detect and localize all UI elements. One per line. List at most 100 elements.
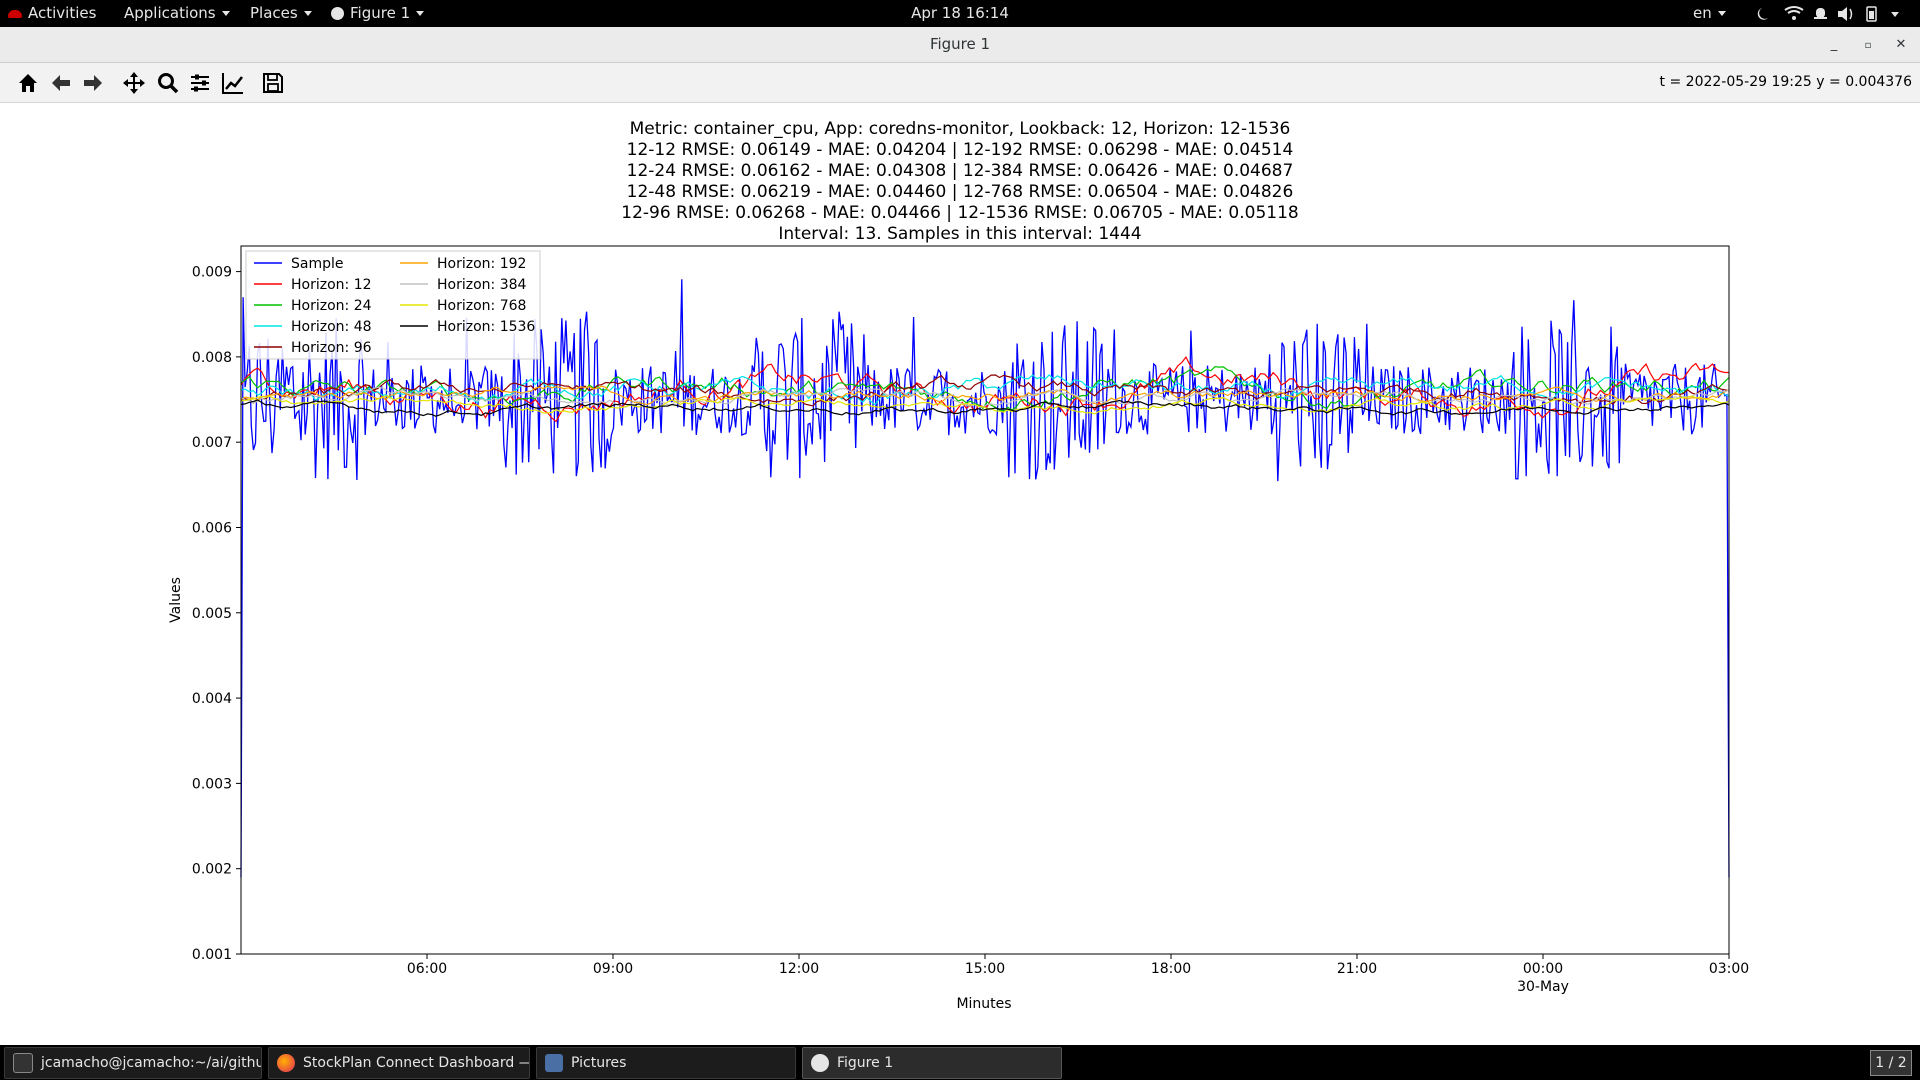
chart-title-line: 12-96 RMSE: 0.06268 - MAE: 0.04466 | 12-… bbox=[621, 203, 1299, 223]
minimize-button[interactable]: _ bbox=[1824, 35, 1844, 55]
y-tick-label: 0.006 bbox=[192, 520, 232, 536]
maximize-button[interactable]: ▫ bbox=[1858, 35, 1878, 55]
maximize-icon: ▫ bbox=[1864, 40, 1872, 51]
configure-subplots-icon bbox=[191, 74, 209, 92]
firefox-icon bbox=[277, 1054, 295, 1072]
x-axis: 06:00 09:00 12:00 15:00 18:00 21:00 00:00 30-Ma… bbox=[407, 954, 1749, 995]
applications-menu[interactable]: Applications bbox=[124, 0, 230, 27]
zoom-icon bbox=[158, 73, 179, 94]
series-line bbox=[240, 386, 1730, 408]
legend-label: Horizon: 192 bbox=[437, 256, 526, 272]
y-tick-label: 0.003 bbox=[192, 776, 232, 792]
x-tick-label: 21:00 bbox=[1337, 961, 1377, 977]
y-tick-label: 0.005 bbox=[192, 606, 232, 622]
y-tick-label: 0.008 bbox=[192, 350, 232, 366]
legend-label: Horizon: 96 bbox=[291, 340, 372, 356]
language-menu[interactable]: en bbox=[1693, 0, 1726, 27]
system-status-menu[interactable] bbox=[1752, 0, 1920, 27]
zoom-button[interactable] bbox=[154, 69, 182, 97]
close-icon: ✕ bbox=[1895, 37, 1907, 52]
home-button[interactable] bbox=[14, 69, 42, 97]
task-label: Pictures bbox=[571, 1055, 627, 1071]
x-tick-label: 03:00 bbox=[1709, 961, 1749, 977]
y-tick-label: 0.002 bbox=[192, 862, 232, 878]
chevron-down-icon bbox=[303, 11, 312, 16]
volume-icon bbox=[1838, 7, 1853, 21]
places-label: Places bbox=[250, 4, 298, 22]
night-light-icon bbox=[1757, 8, 1768, 20]
y-tick-label: 0.004 bbox=[192, 691, 232, 707]
app-menu[interactable]: Figure 1 bbox=[331, 0, 425, 27]
task-firefox[interactable]: StockPlan Connect Dashboard — ... bbox=[268, 1047, 530, 1079]
back-icon bbox=[52, 75, 70, 91]
legend: Sample Horizon: 12 Horizon: 24 Horizon: 48 H… bbox=[245, 250, 541, 360]
legend-label: Horizon: 48 bbox=[291, 319, 372, 335]
y-tick-label: 0.007 bbox=[192, 435, 232, 451]
series-line bbox=[240, 399, 1730, 417]
x-tick-label: 00:00 bbox=[1523, 961, 1563, 977]
y-axis: 0.001 0.002 0.003 0.004 0.005 0.006 0.007 0.008… bbox=[192, 265, 241, 963]
save-button[interactable] bbox=[259, 69, 287, 97]
chart-title-line: Metric: container_cpu, App: coredns-moni… bbox=[629, 119, 1291, 139]
language-label: en bbox=[1693, 4, 1712, 22]
applications-label: Applications bbox=[124, 4, 216, 22]
x-tick-label: 09:00 bbox=[593, 961, 633, 977]
task-label: jcamacho@jcamacho:~/ai/github/... bbox=[41, 1055, 262, 1071]
figure-icon bbox=[811, 1054, 829, 1072]
y-tick-label: 0.001 bbox=[192, 947, 232, 963]
clock: Apr 18 16:14 bbox=[0, 0, 1920, 27]
matplotlib-toolbar: t = 2022-05-29 19:25 y = 0.004376 bbox=[0, 63, 1920, 103]
series-line bbox=[240, 355, 1729, 423]
forward-icon bbox=[84, 75, 102, 91]
legend-box bbox=[245, 250, 541, 360]
pan-button[interactable] bbox=[120, 69, 148, 97]
task-figure[interactable]: Figure 1 bbox=[802, 1047, 1062, 1079]
places-menu[interactable]: Places bbox=[250, 0, 312, 27]
series-line bbox=[240, 279, 1730, 878]
legend-label: Horizon: 384 bbox=[437, 277, 527, 293]
legend-label: Horizon: 24 bbox=[291, 298, 372, 314]
figure-app-icon bbox=[331, 7, 344, 20]
clock-label[interactable]: Apr 18 16:14 bbox=[911, 4, 1009, 22]
y-axis-label: Values bbox=[168, 577, 184, 623]
legend-label: Horizon: 768 bbox=[437, 298, 526, 314]
task-label: StockPlan Connect Dashboard — ... bbox=[303, 1055, 530, 1071]
y-tick-label: 0.009 bbox=[192, 265, 232, 281]
chevron-down-icon bbox=[1717, 11, 1726, 16]
figure-canvas[interactable]: Metric: container_cpu, App: coredns-moni… bbox=[0, 103, 1920, 1045]
legend-label: Sample bbox=[291, 256, 344, 272]
activities-button[interactable]: Activities bbox=[8, 0, 96, 27]
battery-icon bbox=[1866, 6, 1877, 22]
save-icon bbox=[263, 73, 283, 93]
workspace-pager[interactable]: 1 / 2 bbox=[1870, 1050, 1912, 1076]
x-tick-sublabel: 30-May bbox=[1517, 979, 1569, 995]
chevron-down-icon bbox=[1891, 12, 1899, 17]
activities-label: Activities bbox=[28, 4, 97, 22]
back-button[interactable] bbox=[47, 69, 75, 97]
forward-button[interactable] bbox=[79, 69, 107, 97]
status-icons bbox=[1757, 6, 1899, 22]
window-title: Figure 1 bbox=[929, 35, 991, 53]
edit-axis-icon bbox=[222, 73, 243, 94]
task-terminal[interactable]: jcamacho@jcamacho:~/ai/github/... bbox=[4, 1047, 262, 1079]
x-axis-label: Minutes bbox=[956, 996, 1011, 1012]
series-line bbox=[240, 395, 1730, 415]
wifi-icon bbox=[1784, 6, 1804, 20]
series-layer bbox=[240, 279, 1730, 878]
configure-subplots-button[interactable] bbox=[186, 69, 214, 97]
chart-title-line: 12-12 RMSE: 0.06149 - MAE: 0.04204 | 12-… bbox=[626, 140, 1294, 160]
chart-title-line: 12-24 RMSE: 0.06162 - MAE: 0.04308 | 12-… bbox=[626, 161, 1294, 181]
legend-label: Horizon: 12 bbox=[291, 277, 372, 293]
edit-axis-button[interactable] bbox=[219, 69, 247, 97]
close-button[interactable]: ✕ bbox=[1891, 35, 1911, 55]
home-icon bbox=[19, 74, 37, 92]
chevron-down-icon bbox=[221, 11, 230, 16]
chevron-down-icon bbox=[416, 11, 425, 16]
task-pictures[interactable]: Pictures bbox=[536, 1047, 796, 1079]
series-line bbox=[240, 385, 1730, 406]
x-tick-label: 18:00 bbox=[1151, 961, 1191, 977]
legend-label: Horizon: 1536 bbox=[437, 319, 535, 335]
chart-title-line: 12-48 RMSE: 0.06219 - MAE: 0.04460 | 12-… bbox=[626, 182, 1294, 202]
app-menu-label: Figure 1 bbox=[350, 4, 411, 22]
window-titlebar[interactable]: Figure 1 _ ▫ ✕ bbox=[0, 27, 1920, 63]
